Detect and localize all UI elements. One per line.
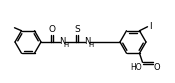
Text: I: I (149, 22, 152, 31)
Text: S: S (74, 24, 80, 34)
Text: HO: HO (130, 63, 142, 72)
Text: N: N (84, 37, 90, 46)
Text: N: N (59, 37, 65, 46)
Text: H: H (63, 42, 68, 47)
Text: H: H (88, 42, 93, 47)
Text: O: O (48, 24, 55, 34)
Text: O: O (153, 63, 160, 72)
